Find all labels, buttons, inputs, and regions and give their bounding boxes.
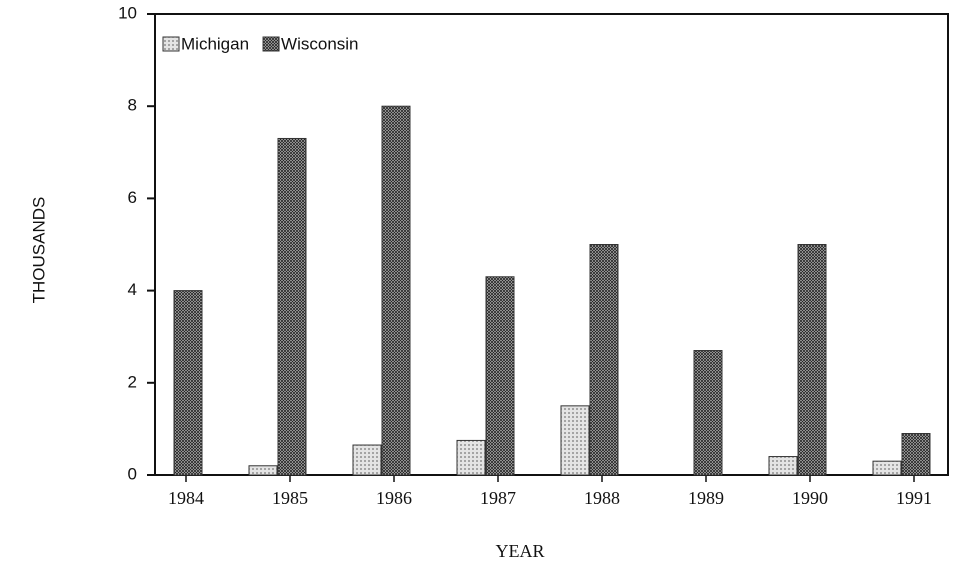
y-tick-label: 4 [128,280,137,299]
legend-swatch [162,36,180,52]
x-tick-label: 1989 [688,488,724,508]
x-tick-label: 1986 [376,488,412,508]
x-axis-label: YEAR [496,541,545,561]
bar [352,444,382,476]
x-tick-label: 1990 [792,488,828,508]
y-tick-label: 8 [128,96,137,115]
y-tick-label: 0 [128,464,137,483]
bar [248,465,278,476]
legend-label: Michigan [181,34,249,53]
legend-label: Wisconsin [281,34,358,53]
x-tick-label: 1988 [584,488,620,508]
y-tick-label: 10 [118,3,137,22]
bar [768,456,798,476]
bar [173,290,203,476]
bar [872,460,902,476]
bar [485,276,515,476]
y-tick-label: 2 [128,372,137,391]
bar [589,244,619,476]
y-axis-label: THOUSANDS [29,197,48,304]
x-tick-label: 1987 [480,488,516,508]
x-tick-label: 1984 [168,488,204,508]
plot-frame [154,13,949,476]
y-tick-label: 6 [128,188,137,207]
bar [797,244,827,476]
bar [277,137,307,476]
bar [560,405,590,476]
bar [901,433,931,476]
bar [693,350,723,476]
bar [456,439,486,476]
x-tick-label: 1991 [896,488,932,508]
bar [381,105,411,476]
legend-swatch [262,36,280,52]
x-tick-label: 1985 [272,488,308,508]
